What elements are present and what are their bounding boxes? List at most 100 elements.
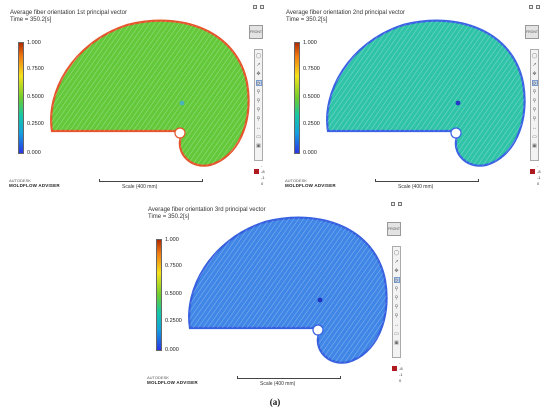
fiber-orientation-part — [50, 19, 250, 167]
triad-label: 0 — [399, 378, 402, 383]
legend-label: 0.000 — [27, 150, 41, 156]
axis-marker — [254, 169, 259, 174]
layers-icon[interactable]: ▣ — [394, 340, 399, 346]
axis-triad: - -8 -1 0 — [530, 163, 542, 189]
fiber-orientation-part — [326, 19, 526, 167]
zoom-window-icon[interactable]: ⚲ — [532, 116, 537, 122]
legend-label: 0.000 — [303, 150, 317, 156]
view-toolbar: ◯ ↗ ✥ ⟳ ⚲ ⚲ ⚲ ⚲ ↔ ▭ ▣ — [530, 49, 539, 161]
legend-label: 0.2500 — [303, 121, 320, 127]
move-icon[interactable]: ✥ — [256, 71, 261, 77]
zoom-out-icon[interactable]: ⚲ — [394, 304, 399, 310]
panel-title: Average fiber orientation 2nd principal … — [286, 10, 405, 16]
view-toolbar: ◯ ↗ ✥ ⟳ ⚲ ⚲ ⚲ ⚲ ↔ ▭ ▣ — [254, 49, 263, 161]
zoom-window-icon[interactable]: ⚲ — [256, 116, 261, 122]
gate-hole — [450, 127, 462, 139]
window-controls — [253, 5, 264, 9]
rotate-icon[interactable]: ⟳ — [393, 277, 400, 284]
zoom-icon[interactable]: ⚲ — [256, 89, 261, 95]
zoom-in-icon[interactable]: ⚲ — [394, 295, 399, 301]
move-icon[interactable]: ✥ — [532, 71, 537, 77]
section-icon[interactable]: ▭ — [394, 331, 399, 337]
triad-label: - — [261, 163, 263, 168]
legend-label: 1.000 — [27, 40, 41, 46]
scale-label: Scale (400 mm) — [260, 381, 296, 387]
zoom-window-icon[interactable]: ⚲ — [394, 313, 399, 319]
zoom-icon[interactable]: ⚲ — [394, 286, 399, 292]
minimize-icon[interactable] — [529, 5, 533, 9]
close-icon[interactable] — [536, 5, 540, 9]
brand-line-1: AUTODESK — [9, 178, 31, 183]
panel-time: Time = 350.2[s] — [148, 214, 190, 220]
color-legend-bar — [18, 42, 24, 154]
window-controls — [529, 5, 540, 9]
color-legend-bar — [156, 239, 162, 351]
viewcube[interactable]: FRONT — [525, 25, 539, 39]
scale-bar — [99, 179, 203, 182]
axis-triad: - -8 -1 0 — [392, 360, 404, 386]
fit-icon[interactable]: ↔ — [394, 322, 399, 328]
rotate-icon[interactable]: ⟳ — [255, 80, 262, 87]
section-icon[interactable]: ▭ — [532, 134, 537, 140]
viewcube[interactable]: FRONT — [387, 222, 401, 236]
brand-line-1: AUTODESK — [147, 375, 169, 380]
zoom-icon[interactable]: ⚲ — [532, 89, 537, 95]
viewcube-label: FRONT — [249, 30, 263, 34]
legend-label: 1.000 — [165, 237, 179, 243]
brand-line-2: MOLDFLOW ADVISER — [147, 379, 198, 385]
zoom-out-icon[interactable]: ⚲ — [256, 107, 261, 113]
legend-label: 0.2500 — [165, 318, 182, 324]
panel-2nd-principal-vector: Average fiber orientation 2nd principal … — [278, 3, 546, 193]
scale-bar — [237, 376, 341, 379]
triad-label: 0 — [537, 181, 540, 186]
minimize-icon[interactable] — [391, 202, 395, 206]
legend-label: 0.5000 — [27, 94, 44, 100]
triad-label: -1 — [261, 175, 265, 180]
scale-bar — [375, 179, 479, 182]
panel-title: Average fiber orientation 3rd principal … — [148, 207, 266, 213]
legend-label: 0.7500 — [165, 263, 182, 269]
move-icon[interactable]: ✥ — [394, 268, 399, 274]
viewcube[interactable]: FRONT — [249, 25, 263, 39]
fit-icon[interactable]: ↔ — [256, 125, 261, 131]
gate-hole — [174, 127, 186, 139]
triad-label: - — [399, 360, 401, 365]
injection-point — [455, 100, 461, 106]
pan-icon[interactable]: ◯ — [255, 53, 262, 59]
window-controls — [391, 202, 402, 206]
zoom-in-icon[interactable]: ⚲ — [532, 98, 537, 104]
scale-label: Scale (400 mm) — [122, 184, 158, 190]
legend-label: 0.000 — [165, 347, 179, 353]
close-icon[interactable] — [260, 5, 264, 9]
brand-line-2: MOLDFLOW ADVISER — [285, 182, 336, 188]
rotate-icon[interactable]: ⟳ — [531, 80, 538, 87]
triad-label: 0 — [261, 181, 264, 186]
panel-time: Time = 350.2[s] — [286, 17, 328, 23]
pan-icon[interactable]: ◯ — [393, 250, 400, 256]
legend-label: 0.2500 — [27, 121, 44, 127]
triad-label: - — [537, 163, 539, 168]
scale-label: Scale (400 mm) — [398, 184, 434, 190]
layers-icon[interactable]: ▣ — [256, 143, 261, 149]
panel-time: Time = 350.2[s] — [10, 17, 52, 23]
pan-icon[interactable]: ◯ — [531, 53, 538, 59]
zoom-in-icon[interactable]: ⚲ — [256, 98, 261, 104]
layers-icon[interactable]: ▣ — [532, 143, 537, 149]
panel-1st-principal-vector: Average fiber orientation 1st principal … — [2, 3, 270, 193]
figure-caption: (a) — [269, 397, 281, 407]
fiber-orientation-part — [188, 216, 388, 364]
panel-3rd-principal-vector: Average fiber orientation 3rd principal … — [140, 200, 408, 390]
minimize-icon[interactable] — [253, 5, 257, 9]
section-icon[interactable]: ▭ — [256, 134, 261, 140]
axis-marker — [530, 169, 535, 174]
axis-marker — [392, 366, 397, 371]
select-icon[interactable]: ↗ — [256, 62, 261, 68]
zoom-out-icon[interactable]: ⚲ — [532, 107, 537, 113]
select-icon[interactable]: ↗ — [532, 62, 537, 68]
injection-point — [317, 297, 323, 303]
view-toolbar: ◯ ↗ ✥ ⟳ ⚲ ⚲ ⚲ ⚲ ↔ ▭ ▣ — [392, 246, 401, 358]
fit-icon[interactable]: ↔ — [532, 125, 537, 131]
select-icon[interactable]: ↗ — [394, 259, 399, 265]
gate-hole — [312, 324, 324, 336]
close-icon[interactable] — [398, 202, 402, 206]
